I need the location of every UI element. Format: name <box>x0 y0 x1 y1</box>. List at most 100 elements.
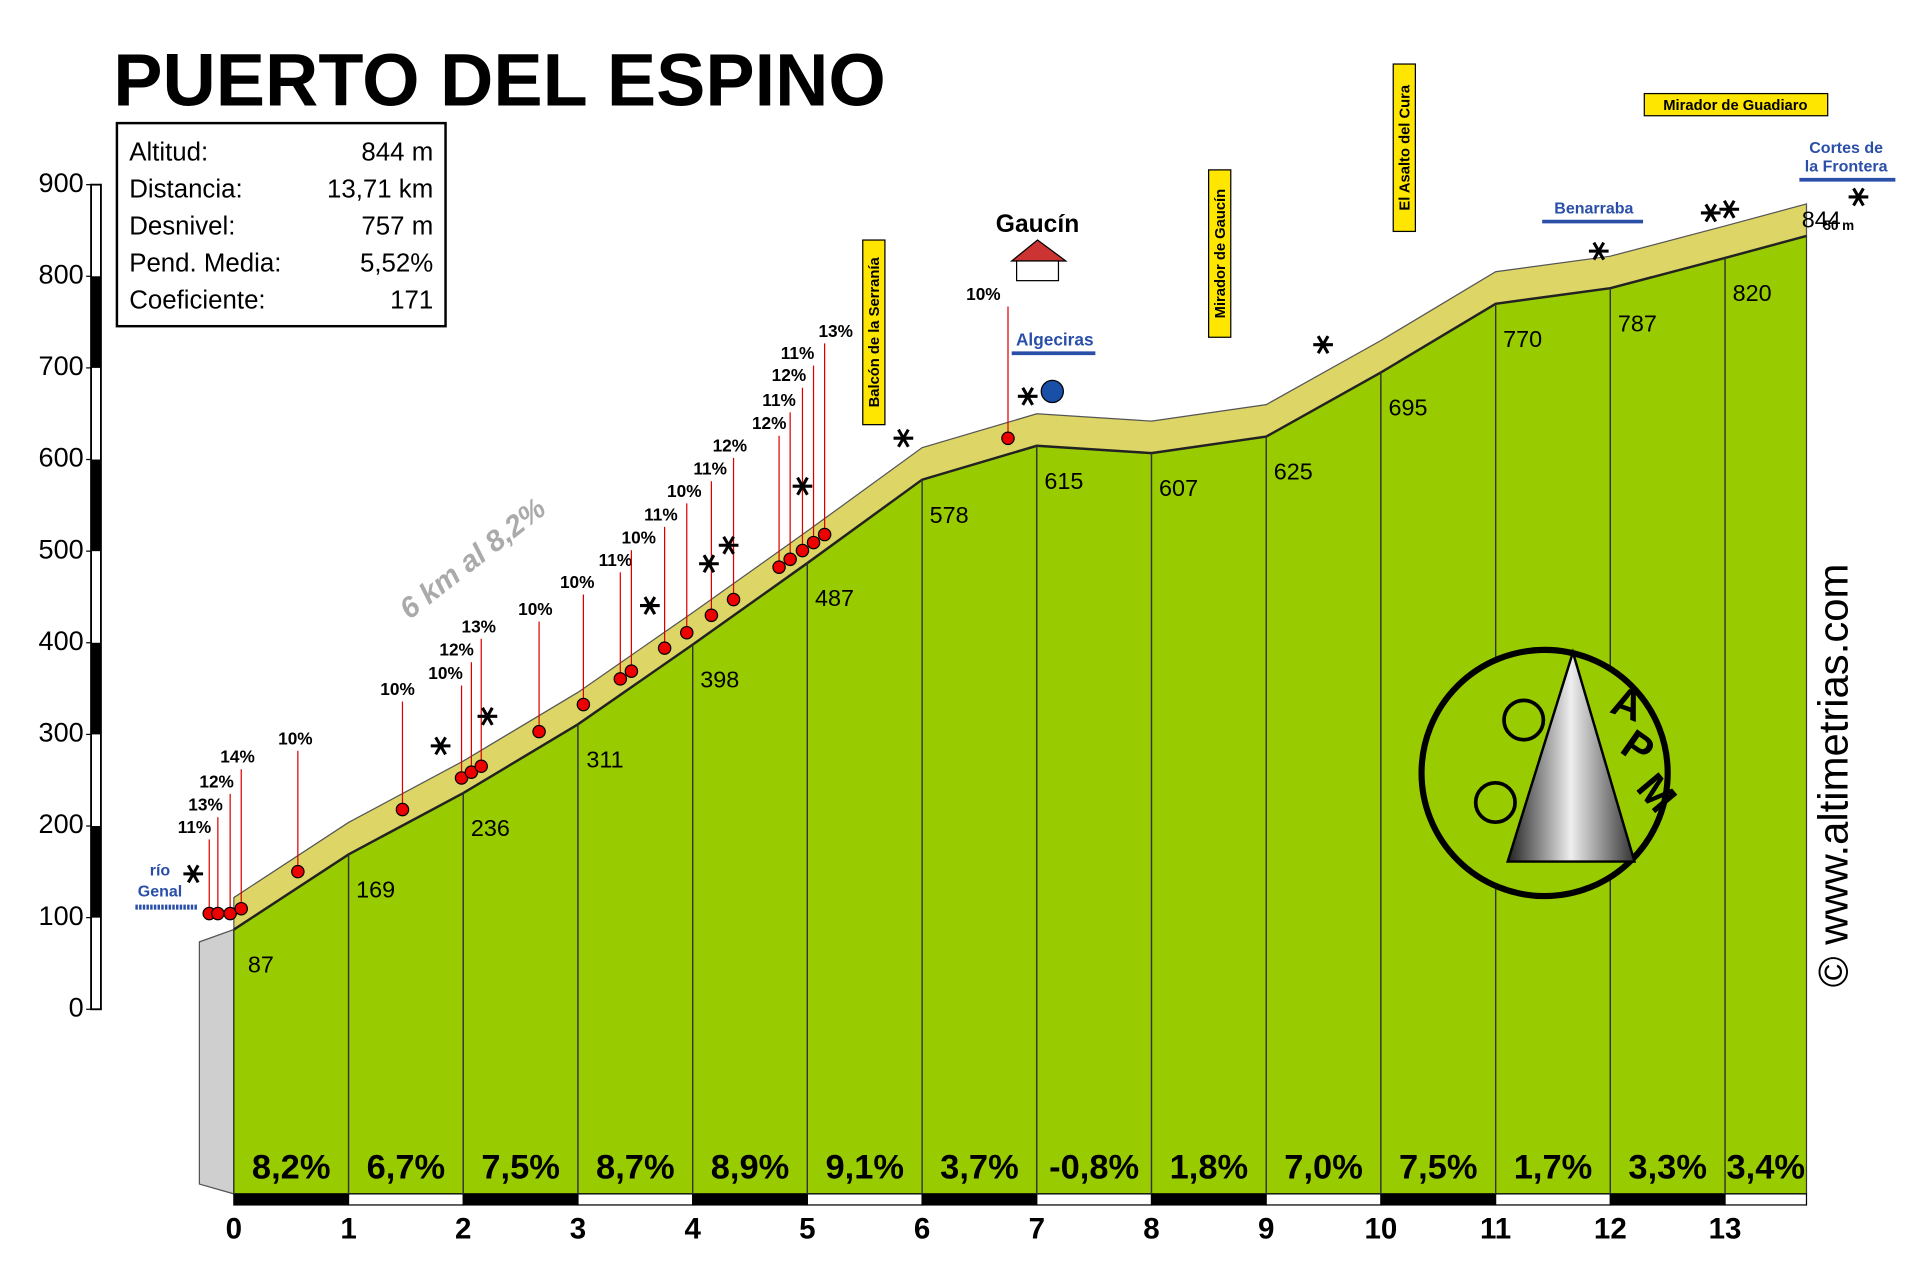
callout-label: 11% <box>762 390 796 410</box>
info-box <box>115 121 447 328</box>
callout-dot <box>772 560 786 574</box>
callout-dot <box>464 765 479 779</box>
place-box <box>1392 63 1416 233</box>
altitude-label: 87 <box>248 952 274 978</box>
segment-gradient-label: 8,9% <box>711 1148 790 1186</box>
callout-dot <box>795 543 810 558</box>
x-tick-label: 2 <box>455 1213 471 1246</box>
asterisk-icon <box>897 428 910 448</box>
callout-dot <box>783 552 797 567</box>
asterisk-icon <box>481 707 494 726</box>
callout-label: 12% <box>199 771 233 791</box>
scale-band <box>91 642 101 735</box>
altitude-label: 607 <box>1159 475 1198 501</box>
callout-label: 10% <box>278 728 312 748</box>
segment-gradient-label: 1,8% <box>1170 1148 1249 1186</box>
segment-face <box>462 723 579 1195</box>
altitude-label: 578 <box>930 502 969 528</box>
segment-gradient-label: 8,7% <box>596 1148 675 1186</box>
credit: © www.altimetrias.com <box>1809 564 1856 988</box>
segment-face <box>347 792 464 1195</box>
x-tick-label: 5 <box>799 1213 815 1246</box>
y-tick-label: 700 <box>39 350 84 381</box>
info-label: Coeficiente: <box>129 286 265 314</box>
logo-mountain <box>1506 648 1637 863</box>
height-note: 50 m <box>1823 218 1854 233</box>
y-tick-label: 100 <box>39 900 84 931</box>
callout-label: 10% <box>428 663 462 683</box>
info-value: 13,71 km <box>327 176 433 204</box>
callout-label: 11% <box>599 550 633 570</box>
segment-face <box>1036 445 1153 1195</box>
x-tick-label: 11 <box>1480 1213 1511 1246</box>
x-tick-label: 8 <box>1143 1213 1159 1246</box>
y-tick-label: 200 <box>39 808 84 839</box>
distance-strip <box>1495 1193 1611 1206</box>
callout-dot <box>1001 431 1015 446</box>
callout-dot <box>211 906 225 921</box>
house-icon <box>1009 239 1068 262</box>
x-tick-label: 6 <box>914 1213 930 1246</box>
place-label: El Asalto del Cura <box>1397 84 1413 210</box>
altitude-label: 820 <box>1733 280 1772 306</box>
asterisk-icon <box>722 535 735 555</box>
callout-dot <box>223 906 237 921</box>
place-label: Gaucín <box>996 211 1079 238</box>
segment-gradient-label: 8,2% <box>252 1148 331 1186</box>
altitude-label: 615 <box>1044 468 1083 494</box>
segment-gradient-label: 7,5% <box>1399 1148 1478 1186</box>
callout-dot <box>291 864 305 879</box>
callout-label: 11% <box>781 343 815 363</box>
info-value: 844 m <box>361 139 433 167</box>
house-icon <box>1016 260 1060 282</box>
place-label: la Frontera <box>1805 159 1888 176</box>
callout-dot <box>817 527 832 542</box>
callout-label: 12% <box>772 365 806 385</box>
callout-label: 11% <box>178 817 212 837</box>
callout-dot <box>576 697 591 712</box>
callout-dot <box>657 641 672 655</box>
distance-strip <box>1609 1193 1726 1206</box>
segment-gradient-label: 3,3% <box>1628 1148 1707 1186</box>
callout-label: 10% <box>966 284 1000 304</box>
info-label: Desnivel: <box>129 213 235 241</box>
segment-gradient-label: 7,0% <box>1284 1148 1363 1186</box>
callout-label: 10% <box>560 572 594 592</box>
callout-dot <box>395 802 410 817</box>
callout-label: 12% <box>752 413 786 433</box>
place-box <box>862 239 886 426</box>
callout-dot <box>680 625 694 640</box>
place-label: Benarraba <box>1554 200 1633 217</box>
apm-logo: A P M <box>1418 646 1686 900</box>
altitude-label: 787 <box>1618 310 1657 336</box>
distance-strip <box>1265 1193 1382 1206</box>
info-rows: Altitud: 844 m Distancia: 13,71 km Desnivel:… <box>129 139 433 315</box>
callout-label: 10% <box>380 679 414 699</box>
segment-gradient-label: 3,7% <box>940 1148 1019 1186</box>
asterisk-icon <box>1722 199 1736 219</box>
callout-label: 10% <box>622 528 656 548</box>
callout-dot <box>624 664 639 678</box>
logo-wheel <box>1502 698 1546 742</box>
callout-dot <box>234 901 249 916</box>
altitude-label: 169 <box>356 877 395 903</box>
y-tick-label: 400 <box>39 625 84 656</box>
distance-strip <box>806 1193 923 1206</box>
callout-label: 11% <box>644 504 678 524</box>
segment-face <box>1265 371 1382 1195</box>
callout-dot <box>704 608 719 623</box>
place-label: Balcón de la Serranía <box>867 257 883 408</box>
segment-face <box>921 444 1038 1195</box>
callout-dot <box>474 759 489 774</box>
x-tick-label: 7 <box>1029 1213 1045 1246</box>
callout-dot <box>532 724 546 739</box>
asterisk-icon <box>434 736 447 756</box>
scale-band <box>91 459 101 552</box>
x-tick-label: 12 <box>1594 1213 1627 1246</box>
info-value: 757 m <box>361 213 433 241</box>
x-tick-label: 4 <box>684 1213 701 1246</box>
callout-label: 14% <box>220 747 254 767</box>
distance-strip <box>921 1193 1038 1206</box>
segment-gradient-label: 6,7% <box>367 1148 446 1186</box>
